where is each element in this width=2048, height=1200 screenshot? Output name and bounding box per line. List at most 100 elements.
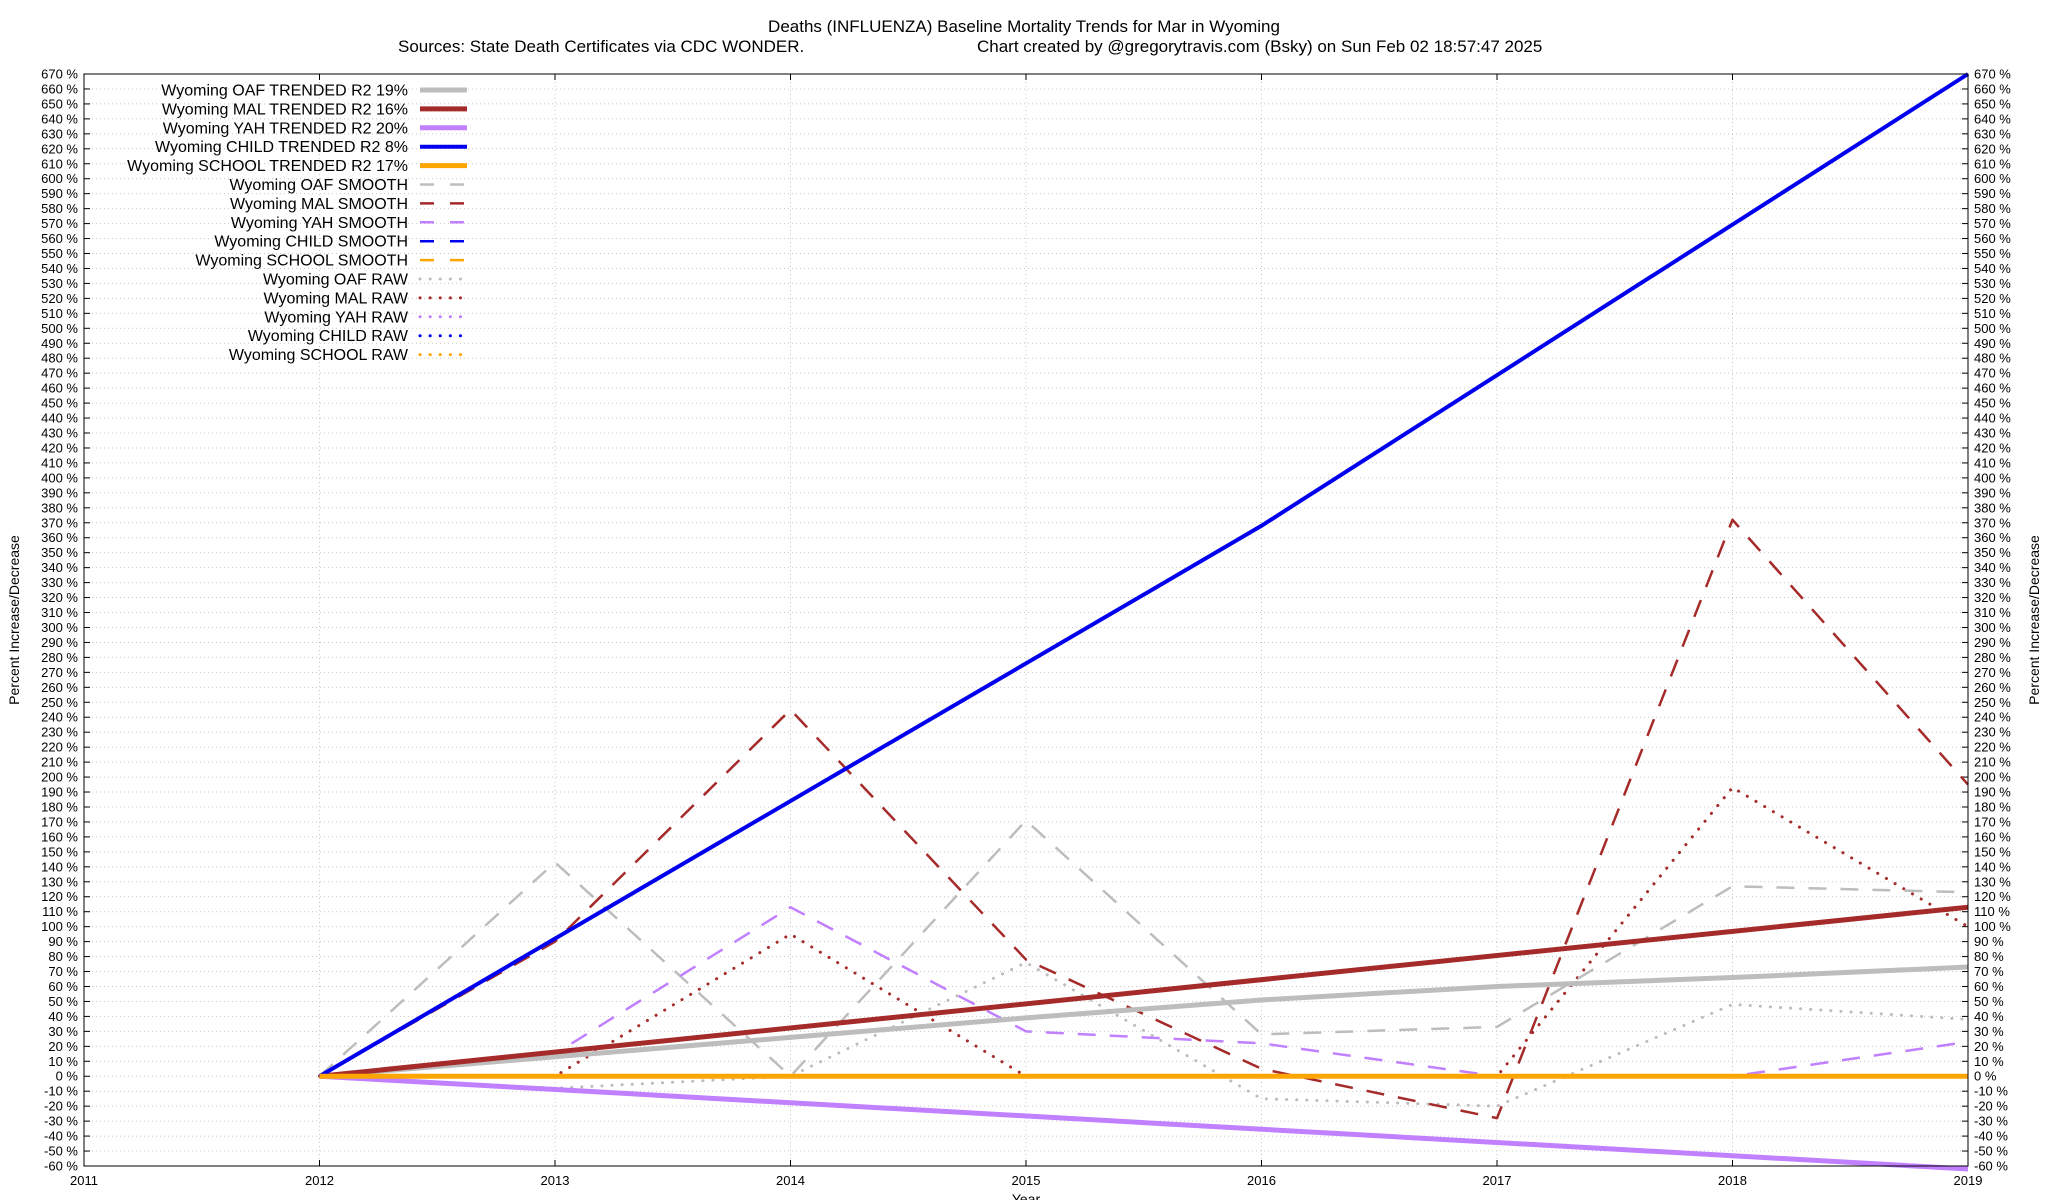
legend-label-6: Wyoming MAL SMOOTH — [230, 196, 408, 213]
y-tick-label: 530 % — [41, 276, 78, 291]
y-axis-label: Percent Increase/Decrease — [6, 535, 22, 705]
y-tick-label: 640 % — [41, 111, 78, 126]
x-tick-label: 2011 — [70, 1173, 98, 1188]
legend-label-10: Wyoming OAF RAW — [263, 272, 409, 289]
y-tick-label: 380 % — [41, 500, 78, 515]
series-line-10 — [318, 961, 1970, 1108]
y2-tick-label: 360 % — [1974, 530, 2011, 545]
y2-tick-label: 70 % — [1974, 964, 2004, 979]
y-tick-label: 470 % — [41, 366, 78, 381]
series-line-6 — [318, 518, 1969, 1120]
y2-tick-label: 540 % — [1974, 261, 2011, 276]
y2-tick-label: 130 % — [1974, 874, 2011, 889]
y-tick-label: 70 % — [48, 964, 78, 979]
y-tick-label: 140 % — [41, 859, 78, 874]
series-line-1 — [319, 904, 1969, 1079]
y2-tick-label: 220 % — [1974, 740, 2011, 755]
y2-tick-label: 460 % — [1974, 381, 2011, 396]
y-tick-label: 370 % — [41, 515, 78, 530]
y2-tick-label: 370 % — [1974, 515, 2011, 530]
y-tick-label: 290 % — [41, 635, 78, 650]
plot-frame — [83, 73, 1969, 1167]
y2-tick-label: -40 % — [1974, 1129, 2008, 1144]
chart-subtitle-credit: Chart created by @gregorytravis.com (Bsk… — [977, 37, 1542, 56]
legend: Wyoming OAF TRENDED R2 19%Wyoming MAL TR… — [127, 83, 469, 364]
y-tick-label: 120 % — [41, 889, 78, 904]
chart-title: Deaths (INFLUENZA) Baseline Mortality Tr… — [768, 17, 1280, 36]
y-tick-label: 90 % — [48, 934, 78, 949]
y2-tick-label: 300 % — [1974, 620, 2011, 635]
y-tick-label: 50 % — [48, 994, 78, 1009]
legend-label-3: Wyoming CHILD TRENDED R2 8% — [155, 139, 408, 156]
y2-tick-label: 30 % — [1974, 1024, 2004, 1039]
y2-tick-label: 100 % — [1974, 919, 2011, 934]
y-tick-label: 440 % — [41, 411, 78, 426]
x-tick-label: 2015 — [1012, 1173, 1041, 1188]
y-tick-label: 490 % — [41, 336, 78, 351]
series-line-0 — [319, 964, 1969, 1079]
y2-tick-label: 270 % — [1974, 665, 2011, 680]
y-tick-label: 480 % — [41, 351, 78, 366]
y2-tick-label: 560 % — [1974, 231, 2011, 246]
y-tick-label: 350 % — [41, 545, 78, 560]
y-tick-label: 130 % — [41, 874, 78, 889]
y2-tick-label: 190 % — [1974, 785, 2011, 800]
y-tick-label: 110 % — [42, 904, 78, 919]
y2-tick-label: 480 % — [1974, 351, 2011, 366]
y2-tick-label: 490 % — [1974, 336, 2011, 351]
y2-tick-label: 570 % — [1974, 216, 2011, 231]
y-tick-label: 280 % — [41, 650, 78, 665]
y2-tick-label: 240 % — [1974, 710, 2011, 725]
y2-tick-label: 320 % — [1974, 590, 2011, 605]
x-tick-label: 2018 — [1718, 1173, 1747, 1188]
y2-tick-label: 380 % — [1974, 500, 2011, 515]
y2-tick-label: 630 % — [1974, 126, 2011, 141]
y2-tick-label: -20 % — [1974, 1099, 2008, 1114]
y2-tick-label: 310 % — [1974, 605, 2011, 620]
y2-tick-label: 280 % — [1974, 650, 2011, 665]
y2-tick-label: 160 % — [1974, 829, 2011, 844]
y-tick-label: 460 % — [41, 381, 78, 396]
y2-tick-label: 330 % — [1974, 575, 2011, 590]
y2-tick-label: 170 % — [1974, 814, 2011, 829]
y2-tick-label: 650 % — [1974, 96, 2011, 111]
y2-tick-label: 470 % — [1974, 366, 2011, 381]
y-tick-label: 600 % — [41, 171, 78, 186]
y2-tick-label: 290 % — [1974, 635, 2011, 650]
y-tick-label: 420 % — [41, 440, 78, 455]
series-line-5 — [318, 819, 1969, 1078]
legend-label-4: Wyoming SCHOOL TRENDED R2 17% — [127, 158, 408, 175]
y2-tick-label: 90 % — [1974, 934, 2004, 949]
y-tick-label: 240 % — [41, 710, 78, 725]
legend-label-11: Wyoming MAL RAW — [264, 290, 409, 307]
plot-area — [318, 72, 1970, 1172]
series-line-2 — [319, 1073, 1969, 1172]
y-tick-label: 660 % — [41, 81, 78, 96]
y2-tick-label: -10 % — [1974, 1084, 2008, 1099]
y2-tick-label: 10 % — [1974, 1054, 2004, 1069]
y-tick-label: 310 % — [41, 605, 78, 620]
y2-tick-label: 400 % — [1974, 470, 2011, 485]
y-tick-label: 60 % — [48, 979, 78, 994]
y-tick-label: 320 % — [41, 590, 78, 605]
y-tick-label: 80 % — [48, 949, 78, 964]
y-tick-label: 150 % — [41, 844, 78, 859]
y2-tick-label: -50 % — [1974, 1144, 2008, 1159]
y2-tick-label: 200 % — [1974, 770, 2011, 785]
y2-tick-label: 60 % — [1974, 979, 2004, 994]
y2-tick-label: 530 % — [1974, 276, 2011, 291]
x-axis-label: Year — [1012, 1191, 1041, 1200]
y2-tick-label: 670 % — [1974, 67, 2011, 82]
y-tick-label: 620 % — [41, 141, 78, 156]
y2-tick-label: 660 % — [1974, 81, 2011, 96]
y2-tick-label: 210 % — [1974, 755, 2011, 770]
y2-tick-label: 520 % — [1974, 291, 2011, 306]
x-tick-label: 2016 — [1247, 1173, 1276, 1188]
y2-tick-label: 50 % — [1974, 994, 2004, 1009]
y2-tick-label: 110 % — [1974, 904, 2010, 919]
y-tick-label: -60 % — [44, 1159, 78, 1174]
y-tick-label: 520 % — [41, 291, 78, 306]
y-tick-label: 190 % — [41, 785, 78, 800]
y-tick-label: 10 % — [48, 1054, 78, 1069]
